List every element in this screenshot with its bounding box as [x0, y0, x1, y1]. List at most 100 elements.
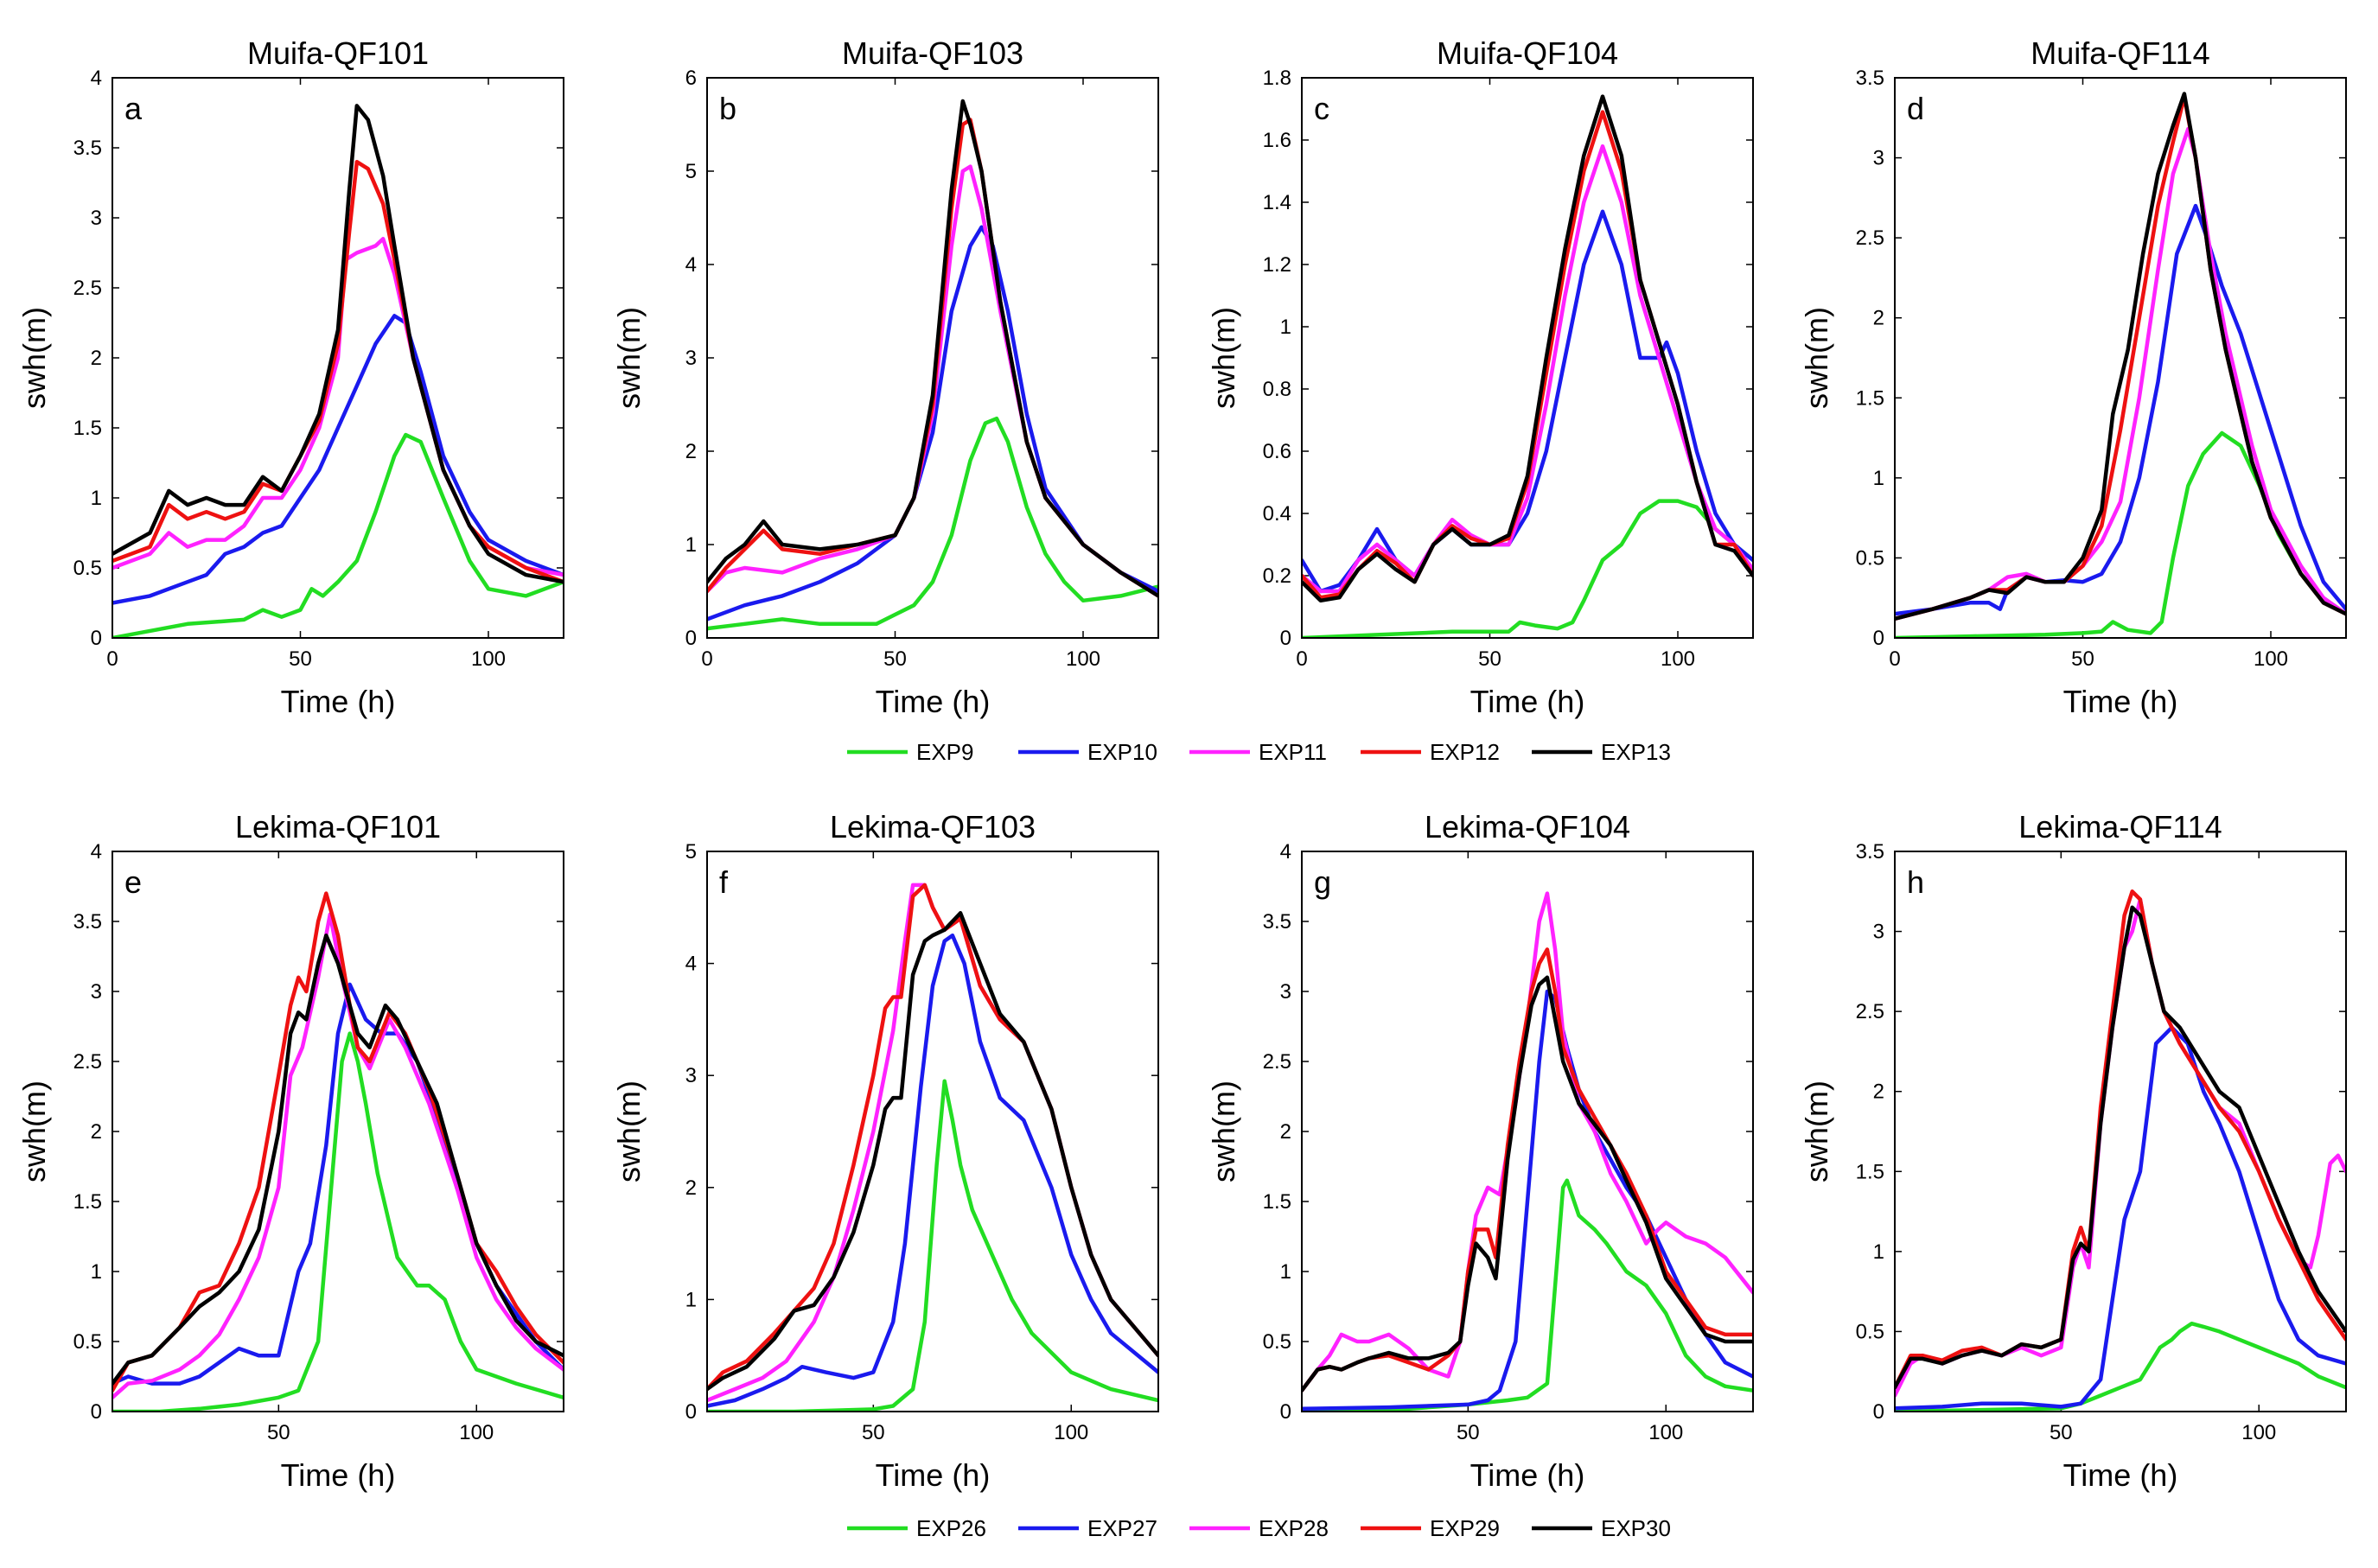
y-tick-label: 3.5: [73, 910, 102, 934]
series-line-exp9: [112, 432, 564, 638]
x-tick-label: 100: [459, 1421, 494, 1444]
y-tick-label: 3: [1280, 980, 1291, 1004]
series-line-exp10: [1895, 203, 2346, 616]
y-axis-label: swh(m): [16, 307, 52, 409]
series-line-exp11: [112, 912, 564, 1400]
y-tick-label: 3: [685, 347, 697, 370]
series-line-exp10: [1302, 209, 1753, 594]
plot-area: [707, 78, 1158, 638]
x-axis-label: Time (h): [1470, 684, 1585, 719]
x-tick-label: 100: [2254, 647, 2288, 671]
y-tick-label: 2: [91, 1120, 102, 1144]
legend-label-exp11: EXP11: [1259, 739, 1327, 765]
x-tick-label: 0: [1889, 647, 1900, 671]
x-tick-label: 50: [1478, 647, 1501, 671]
y-tick-label: 1.5: [1856, 386, 1884, 410]
y-tick-label: 1.5: [73, 417, 102, 440]
y-tick-label: 3: [1873, 147, 1884, 170]
legend-label-exp26: EXP26: [916, 1515, 986, 1541]
y-tick-label: 1.5: [1263, 1190, 1291, 1214]
legend-label-exp12: EXP12: [1430, 739, 1500, 765]
y-axis-label: swh(m): [1799, 1080, 1834, 1182]
x-tick-label: 50: [862, 1421, 885, 1444]
y-tick-label: 5: [685, 840, 697, 864]
y-tick-label: 1.8: [1263, 67, 1291, 90]
panel-d: Muifa-QF114 d 0 0.5 1 1.5 2 2.5 3 3.5 0 50 100 Time (…: [1799, 35, 2347, 719]
y-tick-label: 2.5: [1263, 1050, 1291, 1074]
series-line-exp13: [1302, 94, 1753, 603]
y-tick-label: 1.5: [1856, 1160, 1884, 1183]
y-tick-label: 4: [91, 67, 102, 90]
plot-area: [1302, 851, 1753, 1412]
panel-title: Muifa-QF114: [2031, 35, 2209, 71]
y-axis-label: swh(m): [1206, 1080, 1241, 1182]
panel-label: h: [1907, 864, 1924, 900]
x-tick-label: 100: [1648, 1421, 1683, 1444]
legend-label-exp29: EXP29: [1430, 1515, 1500, 1541]
series-line-exp10: [112, 314, 564, 605]
legend-bottom: EXP26 EXP27 EXP28 EXP29 EXP30: [847, 1515, 1671, 1541]
plot-area: [707, 851, 1158, 1412]
y-tick-label: 1.2: [1263, 253, 1291, 277]
y-tick-label: 2: [1873, 307, 1884, 330]
y-tick-label: 2: [1280, 1120, 1291, 1144]
panel-title: Lekima-QF101: [235, 809, 441, 845]
y-tick-label: 4: [1280, 840, 1291, 864]
panel-h: Lekima-QF114 h 0 0.5 1 1.5 2 2.5 3 3.5 50 100 Time (…: [1799, 809, 2347, 1493]
panel-c: Muifa-QF104 c 0 0.2 0.4 0.6 0.8 1 1.2 1.4 1.6 1.8 0 5…: [1206, 35, 1754, 719]
panel-label: d: [1907, 91, 1924, 126]
plot-frame: [706, 851, 1159, 1412]
x-axis-label: Time (h): [1470, 1457, 1585, 1493]
y-axis-label: swh(m): [16, 1080, 52, 1182]
y-tick-label: 0.5: [1856, 546, 1884, 570]
x-tick-label: 50: [883, 647, 907, 671]
series-line-exp11: [1302, 143, 1753, 594]
series-line-exp9: [1302, 1178, 1753, 1412]
y-tick-label: 0: [91, 1400, 102, 1424]
y-tick-label: 1.6: [1263, 129, 1291, 152]
y-tick-label: 3: [91, 980, 102, 1004]
x-tick-label: 0: [106, 647, 118, 671]
legend-label-exp10: EXP10: [1087, 739, 1157, 765]
plot-area: [1895, 78, 2346, 638]
x-axis-label: Time (h): [281, 684, 396, 719]
series-line-exp10: [707, 225, 1158, 621]
plot-frame: [1894, 77, 2347, 639]
series-line-exp13: [112, 104, 564, 584]
y-tick-label: 1: [1873, 1240, 1884, 1264]
y-tick-label: 2.5: [73, 277, 102, 300]
panel-label: a: [124, 91, 143, 126]
y-tick-label: 0.5: [73, 1330, 102, 1354]
y-tick-label: 0.6: [1263, 440, 1291, 463]
panel-b: Muifa-QF103 b 0 1 2 3 4 5 6 0 50 100 Time (h) swh(m): [611, 35, 1159, 719]
y-tick-label: 0.4: [1263, 502, 1291, 526]
legend-label-exp13: EXP13: [1601, 739, 1671, 765]
x-tick-label: 50: [1457, 1421, 1480, 1444]
y-tick-label: 2.5: [73, 1050, 102, 1074]
series-line-exp10: [707, 933, 1158, 1408]
y-tick-label: 3.5: [1856, 67, 1884, 90]
series-line-exp12: [1895, 889, 2346, 1390]
y-tick-label: 3.5: [73, 137, 102, 160]
y-tick-label: 2: [685, 1176, 697, 1200]
y-tick-label: 1: [91, 1260, 102, 1284]
y-tick-label: 6: [685, 67, 697, 90]
series-line-exp13: [707, 911, 1158, 1392]
y-tick-label: 0: [685, 627, 697, 650]
panel-title: Muifa-QF103: [842, 35, 1023, 71]
y-tick-label: 1.4: [1263, 191, 1291, 214]
y-axis-label: swh(m): [611, 307, 647, 409]
y-axis-label: swh(m): [611, 1080, 647, 1182]
y-tick-label: 1: [1280, 316, 1291, 339]
y-tick-label: 4: [685, 253, 697, 277]
x-axis-label: Time (h): [2063, 684, 2178, 719]
legend-label-exp28: EXP28: [1259, 1515, 1329, 1541]
panel-title: Lekima-QF114: [2018, 809, 2222, 845]
legend-top: EXP9 EXP10 EXP11 EXP12 EXP13: [847, 739, 1671, 765]
x-tick-label: 100: [1066, 647, 1100, 671]
x-tick-label: 50: [2050, 1421, 2073, 1444]
panel-label: f: [719, 864, 729, 900]
y-tick-label: 2: [91, 347, 102, 370]
